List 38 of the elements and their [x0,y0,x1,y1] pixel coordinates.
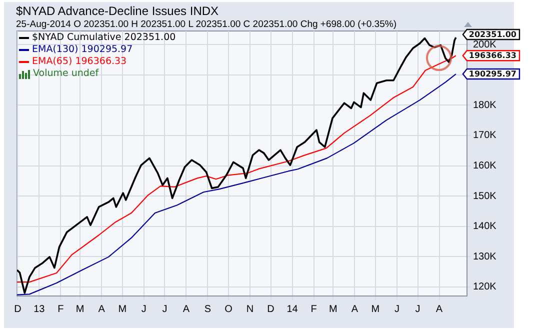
y-tick-label: 170K [473,130,497,142]
x-tick-label: A [98,304,106,315]
x-tick-label: J [141,304,146,315]
legend-label: EMA(130) 190295.97 [32,44,133,56]
y-tick-label: 160K [473,160,497,172]
y-tick-label: 200K [473,39,497,50]
x-tick-label: M [76,304,84,315]
x-tick-label: M [329,304,338,315]
annotation: 190295.97 [468,70,516,79]
y-tick-label: 140K [473,221,497,232]
x-tick-label: J [162,304,168,315]
x-tick-label: A [182,304,190,315]
x-tick-label: S [204,304,212,315]
x-tick-label: O [224,304,233,315]
x-tick-label: F [58,304,64,315]
annotation: 196366.33 [468,51,516,60]
legend-label: $NYAD Cumulative 202351.00 [32,32,176,44]
legend-label: EMA(65) 196366.33 [32,56,127,68]
x-tick-label: M [118,304,127,315]
chart-title: $NYAD Advance-Decline Issues INDX [16,4,219,18]
x-tick-label: 14 [286,304,298,315]
y-tick-label: 130K [473,251,497,262]
y-tick-label: 150K [473,190,497,202]
chart-subtitle: 25-Aug-2014 O 202351.00 H 202351.00 L 202351.00 C 202351.00 Chg +698.00 (+0.35%) [16,19,396,30]
x-tick-label: N [246,304,254,315]
x-tick-label: D [14,304,22,315]
annotation: Volume undef [33,68,99,80]
x-tick-label: 13 [34,304,46,315]
y-tick-label: 120K [473,282,497,293]
annotation: 202351.00 [468,30,517,40]
x-tick-label: J [415,304,420,315]
x-tick-label: M [371,304,380,315]
x-tick-label: D [267,304,274,315]
x-tick-label: A [436,304,443,315]
y-tick-label: 180K [473,100,497,111]
x-tick-label: A [351,304,358,315]
x-tick-label: F [310,304,317,315]
x-tick-label: J [394,304,400,315]
